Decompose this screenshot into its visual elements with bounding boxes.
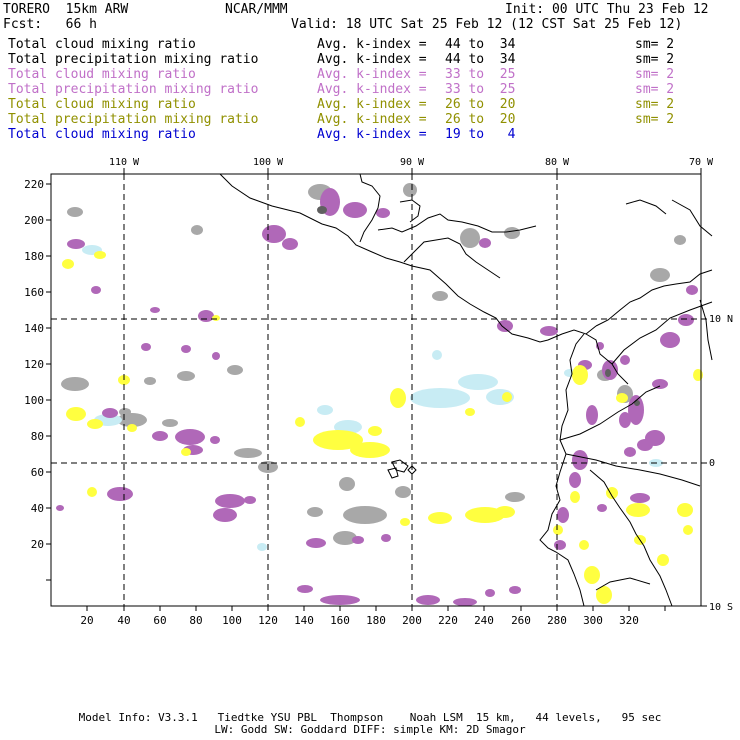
legend-kindex-label: Avg. k-index = (317, 112, 435, 127)
y-tick-label: 220 (24, 178, 44, 191)
x-tick-label: 120 (258, 614, 278, 627)
legend-kindex-label: Avg. k-index = (317, 82, 435, 97)
legend-range: 44 to 34 (445, 52, 516, 67)
init-time: Init: 00 UTC Thu 23 Feb 12 (505, 2, 709, 17)
legend-range: 26 to 20 (445, 112, 516, 127)
legend-kindex-label: Avg. k-index = (317, 97, 435, 112)
legend-field: Total cloud mixing ratio (8, 127, 196, 142)
yellow-precip-patches (62, 251, 703, 604)
y-tick-label: 140 (24, 322, 44, 335)
lon-label: 110 W (109, 157, 140, 168)
y-tick-label: 120 (24, 358, 44, 371)
y-tick-labels: 220 200 180 160 140 120 100 80 60 40 20 (24, 178, 44, 551)
valid-time: Valid: 18 UTC Sat 25 Feb 12 (12 CST Sat … (291, 17, 683, 32)
lon-label: 70 W (689, 157, 714, 168)
y-tick-label: 20 (31, 538, 44, 551)
map-frame (50, 173, 702, 607)
legend-kindex-label: Avg. k-index = (317, 67, 435, 82)
legend-field: Total precipitation mixing ratio (8, 82, 259, 97)
y-tick-label: 40 (31, 502, 44, 515)
legend-smooth: sm= 2 (635, 67, 675, 82)
physics-info-line: LW: Godd SW: Goddard DIFF: simple KM: 2D… (214, 723, 526, 736)
legend-range: 44 to 34 (445, 37, 516, 52)
x-tick-label: 100 (222, 614, 242, 627)
forecast-hour: Fcst: 66 h (3, 17, 97, 32)
y-tick-label: 160 (24, 286, 44, 299)
y-tick-label: 60 (31, 466, 44, 479)
coastlines (219, 173, 713, 607)
x-tick-label: 60 (153, 614, 166, 627)
model-info-line: Model Info: V3.3.1 Tiedtke YSU PBL Thomp… (78, 711, 662, 724)
longitude-labels: 110 W 100 W 90 W 80 W 70 W (109, 157, 714, 168)
lat-label: 10 S (709, 602, 733, 613)
x-tick-label: 160 (330, 614, 350, 627)
lat-lon-grid (51, 174, 701, 606)
legend-smooth: sm= 2 (635, 52, 675, 67)
legend-field: Total cloud mixing ratio (8, 67, 196, 82)
legend-range: 26 to 20 (445, 97, 516, 112)
legend-field: Total precipitation mixing ratio (8, 52, 259, 67)
legend-field: Total precipitation mixing ratio (8, 112, 259, 127)
legend-smooth: sm= 2 (635, 82, 675, 97)
y-tick-label: 80 (31, 430, 44, 443)
legend-field: Total cloud mixing ratio (8, 37, 196, 52)
legend-smooth: sm= 2 (635, 112, 675, 127)
legend-kindex-label: Avg. k-index = (317, 37, 435, 52)
model-name: TORERO 15km ARW (3, 2, 129, 17)
x-tick-label: 80 (189, 614, 202, 627)
legend-smooth: sm= 2 (635, 97, 675, 112)
purple-precip-patches (56, 188, 698, 606)
x-tick-label: 140 (294, 614, 314, 627)
legend-kindex-label: Avg. k-index = (317, 52, 435, 67)
y-tick-label: 100 (24, 394, 44, 407)
x-tick-label: 300 (583, 614, 603, 627)
legend-range: 33 to 25 (445, 67, 516, 82)
latitude-labels: 10 N 0 10 S (709, 314, 733, 613)
lon-label: 100 W (253, 157, 284, 168)
legend-range: 33 to 25 (445, 82, 516, 97)
tick-marks (46, 168, 707, 611)
y-tick-label: 180 (24, 250, 44, 263)
x-tick-label: 220 (438, 614, 458, 627)
x-tick-label: 240 (474, 614, 494, 627)
lat-label: 0 (709, 458, 715, 469)
x-tick-label: 260 (511, 614, 531, 627)
legend-range: 19 to 4 (445, 127, 516, 142)
x-tick-label: 40 (117, 614, 130, 627)
y-tick-label: 200 (24, 214, 44, 227)
x-tick-labels: 20 40 60 80 100 120 140 160 180 200 220 … (80, 614, 639, 627)
x-tick-label: 180 (366, 614, 386, 627)
organization: NCAR/MMM (225, 2, 288, 17)
lon-label: 90 W (400, 157, 425, 168)
cyan-cloud-patches (82, 245, 663, 551)
lat-label: 10 N (709, 314, 733, 325)
legend-kindex-label: Avg. k-index = (317, 127, 435, 142)
lon-label: 80 W (545, 157, 570, 168)
grey-cloud-patches (61, 183, 686, 545)
legend-smooth: sm= 2 (635, 37, 675, 52)
x-tick-label: 200 (402, 614, 422, 627)
x-tick-label: 320 (619, 614, 639, 627)
x-tick-label: 280 (547, 614, 567, 627)
x-tick-label: 20 (80, 614, 93, 627)
legend-field: Total cloud mixing ratio (8, 97, 196, 112)
